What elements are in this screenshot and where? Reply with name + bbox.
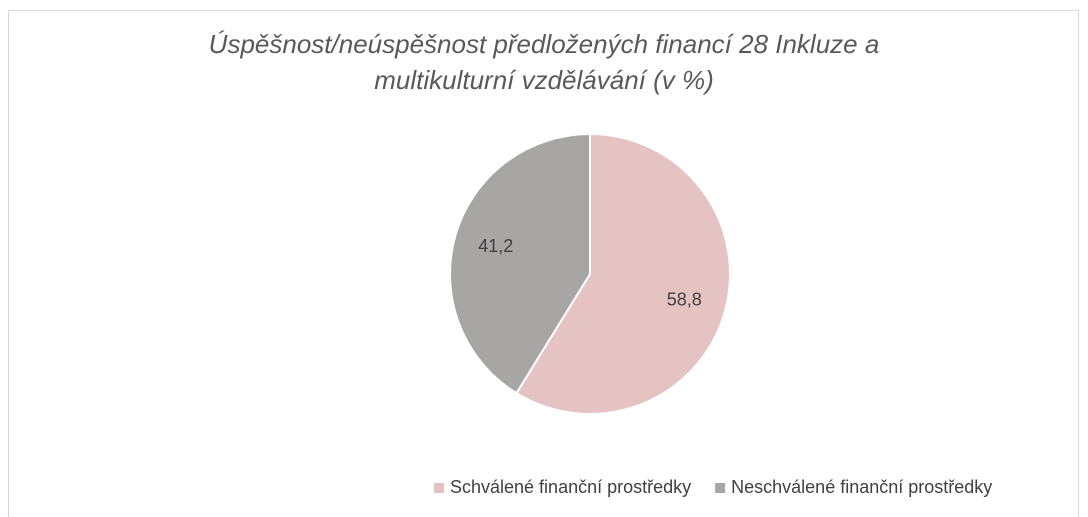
pie-slice xyxy=(515,132,731,415)
chart-title: Úspěšnost/neúspěšnost předložených finan… xyxy=(208,29,880,95)
legend-label: Schválené finanční prostředky xyxy=(450,477,691,497)
chart-border xyxy=(8,10,1079,517)
data-label: 41,2 xyxy=(478,236,513,256)
pie-slice xyxy=(449,132,591,395)
legend-marker xyxy=(434,483,444,493)
data-label: 58,8 xyxy=(667,289,702,309)
legend-label: Neschválené finanční prostředky xyxy=(731,477,992,497)
legend-marker xyxy=(715,483,726,493)
